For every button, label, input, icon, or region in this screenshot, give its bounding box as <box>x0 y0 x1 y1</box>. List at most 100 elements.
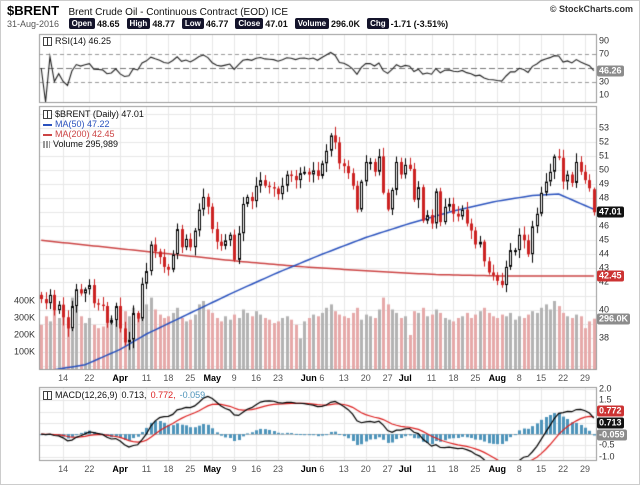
price-axis-label: 43 <box>599 262 610 273</box>
quote-strip: Open 48.65 High 48.77 Low 46.77 Close 47.01 Volu… <box>62 18 449 29</box>
macd-value-badge: 0.713 <box>597 417 624 429</box>
price-legend-label: $BRENT (Daily) 47.01 <box>55 109 144 119</box>
x-axis-label-mid: 18 <box>163 373 174 383</box>
ticker-symbol: $BRENT <box>7 3 60 18</box>
x-axis-label-mid: Apr <box>112 373 128 383</box>
x-axis-label-bottom: 29 <box>580 464 591 474</box>
x-axis-label-bottom: 8 <box>516 464 522 474</box>
volume-bars-icon <box>43 141 50 149</box>
macd-value-badge: -0.059 <box>597 429 627 441</box>
quote-value-volume: 296.0K <box>331 19 361 29</box>
macd-axis-label: -0.5 <box>599 439 615 450</box>
volume-value-badge: 296.0K <box>597 313 631 325</box>
x-axis-label-bottom: 11 <box>141 464 152 474</box>
quote-value-close: 47.01 <box>265 19 288 29</box>
price-axis-label: 44 <box>599 248 610 259</box>
price-value-badge: 42.45 <box>597 270 624 282</box>
x-axis-label-mid: 15 <box>536 373 547 383</box>
x-axis-label-bottom: 22 <box>558 464 569 474</box>
macd-legend-segment: 0.713, <box>121 390 147 400</box>
x-axis-label-bottom: 15 <box>536 464 547 474</box>
x-axis-label-mid: 23 <box>273 373 284 383</box>
x-axis-label-mid: 25 <box>185 373 196 383</box>
volume-axis-label: 200K <box>13 329 35 340</box>
rsi-legend-label: RSI(14) 46.25 <box>55 36 112 46</box>
x-axis-label-bottom: 14 <box>58 464 69 474</box>
price-legend-row: MA(50) 47.22 <box>43 119 110 129</box>
ma200-line-icon <box>43 133 52 136</box>
x-axis-label-mid: May <box>203 373 221 383</box>
quote-row: 31-Aug-2016 Open 48.65 High 48.77 Low 46.77 Cl… <box>7 18 633 31</box>
x-axis-label-bottom: Jul <box>398 464 412 474</box>
x-axis-label-mid: Jul <box>398 373 412 383</box>
volume-axis-label: 400K <box>13 295 35 306</box>
x-axis-label-bottom: 25 <box>470 464 481 474</box>
price-axis-label: 46 <box>599 220 610 231</box>
x-axis-label-bottom: 6 <box>319 464 325 474</box>
x-axis-label-mid: 18 <box>448 373 459 383</box>
price-axis-label: 53 <box>599 122 610 133</box>
price-axis-label: 38 <box>599 332 610 343</box>
copyright-link[interactable]: © StockCharts.com <box>549 4 633 14</box>
rsi-value-badge: 46.26 <box>597 65 624 77</box>
x-axis-label-mid: 11 <box>141 373 152 383</box>
macd-legend-segment: MACD(12,26,9) <box>55 390 118 400</box>
x-axis-label-bottom: 20 <box>360 464 371 474</box>
macd-legend: MACD(12,26,9) 0.713, 0.772, -0.059 <box>43 390 209 401</box>
chart-date: 31-Aug-2016 <box>7 19 60 29</box>
volume-axis-label: 300K <box>13 312 35 323</box>
macd-legend-segment: 0.772, <box>150 390 176 400</box>
x-axis-label-bottom: 22 <box>84 464 95 474</box>
rsi-legend-icon <box>43 37 52 47</box>
price-axis-label: 52 <box>599 136 610 147</box>
price-legend-row: $BRENT (Daily) 47.01 <box>43 109 144 120</box>
quote-value-low: 46.77 <box>205 19 229 29</box>
x-axis-label-mid: 25 <box>470 373 481 383</box>
price-axis-label: 40 <box>599 304 610 315</box>
x-axis-label-mid: Aug <box>488 373 507 383</box>
quote-chip-low: Low <box>181 18 204 29</box>
x-axis-label-bottom: 23 <box>273 464 284 474</box>
quote-chip-high: High <box>126 18 151 29</box>
price-legend-label: Volume 295,989 <box>53 139 119 149</box>
price-axis-label: 42 <box>599 276 610 287</box>
price-axis-label: 48 <box>599 192 610 203</box>
price-axis-label: 51 <box>599 150 610 161</box>
x-axis-label-bottom: Apr <box>112 464 128 474</box>
price-axis-label: 49 <box>599 178 610 189</box>
candlestick-icon <box>43 110 52 120</box>
quote-chip-volume: Volume <box>294 18 330 29</box>
x-axis-label-bottom: 16 <box>251 464 262 474</box>
quote-value-high: 48.77 <box>152 19 175 29</box>
quote-chip-chg: Chg <box>367 18 389 29</box>
macd-axis-label: 1.5 <box>599 394 612 405</box>
quote-chip-open: Open <box>68 18 96 29</box>
x-axis-label-mid: Jun <box>300 373 317 383</box>
x-axis-label-bottom: May <box>203 464 221 474</box>
price-axis-label: 45 <box>599 234 610 245</box>
ma50-line-icon <box>43 123 52 126</box>
quote-value-chg: -1.71 (-3.51%) <box>390 19 449 29</box>
price-legend-label: MA(50) 47.22 <box>55 119 110 129</box>
macd-legend-segment: -0.059 <box>179 390 206 400</box>
price-legend-row: MA(200) 42.45 <box>43 129 115 139</box>
x-axis-label-bottom: 18 <box>448 464 459 474</box>
x-axis-label-mid: 27 <box>382 373 393 383</box>
price-value-badge: 47.01 <box>597 206 624 218</box>
macd-legend-icon <box>43 391 52 401</box>
rsi-axis-label: 70 <box>599 48 610 59</box>
x-axis-label-mid: 8 <box>516 373 522 383</box>
price-legend-row: Volume 295,989 <box>43 139 118 149</box>
x-axis-label-mid: 16 <box>251 373 262 383</box>
x-axis-label-mid: 13 <box>338 373 349 383</box>
macd-value-badge: 0.772 <box>597 405 624 417</box>
x-axis-label-mid: 29 <box>580 373 591 383</box>
x-axis-label-mid: 6 <box>319 373 325 383</box>
x-axis-label-mid: 9 <box>231 373 237 383</box>
x-axis-label-bottom: 25 <box>185 464 196 474</box>
x-axis-label-mid: 14 <box>58 373 69 383</box>
x-axis-label-bottom: 13 <box>338 464 349 474</box>
